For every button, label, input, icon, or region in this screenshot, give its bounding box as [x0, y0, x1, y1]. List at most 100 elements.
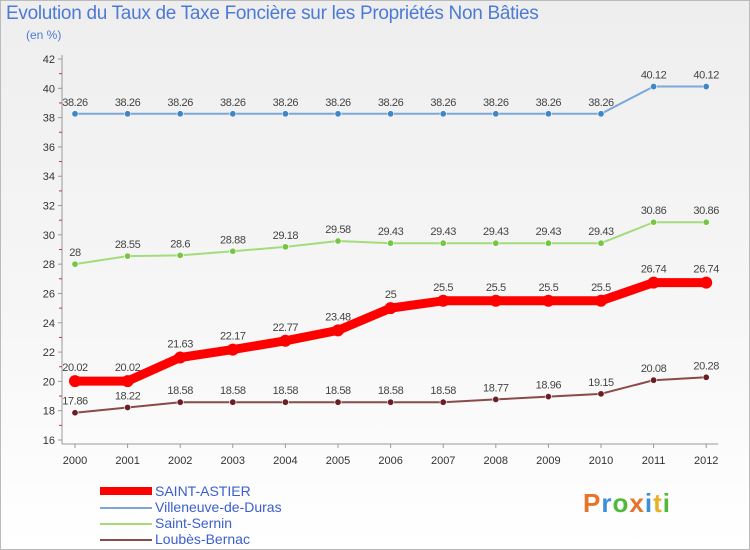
y-tick-label: 28 — [43, 259, 55, 271]
data-point-villeneuve-de-duras — [439, 110, 447, 118]
y-tick-label: 40 — [43, 83, 55, 95]
data-point-villeneuve-de-duras — [597, 110, 605, 118]
data-point-loub-s-bernac — [544, 393, 552, 401]
data-point-loub-s-bernac — [597, 390, 605, 398]
data-point-loub-s-bernac — [229, 398, 237, 406]
data-label-villeneuve-de-duras: 38.26 — [220, 97, 246, 109]
data-label-loub-s-bernac: 20.08 — [641, 363, 667, 375]
data-label-saint-sernin: 28.55 — [115, 239, 141, 251]
legend-label-saint-sernin: Saint-Sernin — [155, 515, 233, 531]
legend-label-saint-astier: SAINT-ASTIER — [155, 483, 251, 499]
data-point-loub-s-bernac — [281, 398, 289, 406]
data-point-loub-s-bernac — [124, 403, 132, 411]
x-tick-label: 2003 — [221, 455, 245, 467]
data-label-saint-astier: 21.63 — [167, 338, 193, 350]
data-point-saint-sernin — [702, 218, 710, 226]
data-point-saint-sernin — [650, 218, 658, 226]
data-label-saint-astier: 23.48 — [325, 311, 351, 323]
data-point-villeneuve-de-duras — [229, 110, 237, 118]
y-tick-label: 34 — [43, 171, 55, 183]
data-label-saint-astier: 22.17 — [220, 331, 246, 343]
data-point-loub-s-bernac — [702, 373, 710, 381]
x-tick-label: 2009 — [536, 455, 560, 467]
data-point-saint-sernin — [597, 239, 605, 247]
data-label-saint-sernin: 30.86 — [641, 205, 667, 217]
data-label-loub-s-bernac: 20.28 — [693, 360, 719, 372]
data-point-saint-sernin — [492, 239, 500, 247]
data-label-loub-s-bernac: 18.58 — [273, 385, 299, 397]
legend-swatch-saint-astier — [100, 487, 152, 495]
data-point-villeneuve-de-duras — [544, 110, 552, 118]
x-tick-label: 2000 — [63, 455, 87, 467]
data-label-saint-astier: 25.5 — [591, 282, 611, 294]
data-label-saint-astier: 20.02 — [62, 362, 88, 374]
x-tick-label: 2008 — [484, 455, 508, 467]
data-label-villeneuve-de-duras: 38.26 — [588, 97, 614, 109]
data-point-saint-astier — [174, 351, 187, 364]
data-point-saint-sernin — [124, 252, 132, 260]
y-tick-label: 26 — [43, 288, 55, 300]
data-point-saint-sernin — [176, 251, 184, 259]
logo-letter: r — [601, 488, 613, 518]
data-label-saint-sernin: 29.43 — [483, 226, 509, 238]
data-point-loub-s-bernac — [439, 398, 447, 406]
data-label-villeneuve-de-duras: 38.26 — [378, 97, 404, 109]
proxiti-logo: Proxiti — [583, 488, 671, 519]
y-tick-label: 32 — [43, 201, 55, 213]
data-label-saint-astier: 20.02 — [115, 362, 141, 374]
data-point-saint-astier — [384, 302, 397, 315]
chart-title: Evolution du Taux de Taxe Foncière sur l… — [6, 3, 539, 24]
x-tick-label: 2010 — [589, 455, 613, 467]
data-point-loub-s-bernac — [334, 398, 342, 406]
y-tick-label: 22 — [43, 347, 55, 359]
data-point-loub-s-bernac — [650, 376, 658, 384]
data-label-saint-sernin: 30.86 — [693, 205, 719, 217]
data-label-villeneuve-de-duras: 38.26 — [62, 97, 88, 109]
data-label-villeneuve-de-duras: 38.26 — [325, 97, 351, 109]
data-label-saint-sernin: 29.43 — [378, 226, 404, 238]
data-label-villeneuve-de-duras: 38.26 — [167, 97, 193, 109]
data-point-saint-sernin — [439, 239, 447, 247]
data-point-villeneuve-de-duras — [71, 110, 79, 118]
data-point-saint-astier — [121, 375, 134, 388]
data-point-villeneuve-de-duras — [702, 83, 710, 91]
data-point-villeneuve-de-duras — [387, 110, 395, 118]
data-label-loub-s-bernac: 18.22 — [115, 390, 141, 402]
data-point-saint-astier — [226, 343, 239, 356]
data-label-saint-astier: 25.5 — [486, 282, 506, 294]
logo-letter: i — [644, 488, 654, 518]
data-point-saint-sernin — [387, 239, 395, 247]
data-label-villeneuve-de-duras: 38.26 — [430, 97, 456, 109]
data-label-villeneuve-de-duras: 40.12 — [693, 70, 719, 82]
y-tick-label: 36 — [43, 142, 55, 154]
data-point-saint-sernin — [334, 237, 342, 245]
x-tick-label: 2006 — [378, 455, 402, 467]
data-label-loub-s-bernac: 18.58 — [167, 385, 193, 397]
data-point-villeneuve-de-duras — [650, 83, 658, 91]
legend-label-loubes-bernac: Loubès-Bernac — [155, 531, 250, 547]
data-label-saint-sernin: 29.58 — [325, 224, 351, 236]
data-label-loub-s-bernac: 18.58 — [325, 385, 351, 397]
data-label-saint-sernin: 29.43 — [536, 226, 562, 238]
data-point-saint-astier — [542, 294, 555, 307]
data-label-loub-s-bernac: 19.15 — [588, 377, 614, 389]
logo-letter: P — [583, 488, 602, 518]
data-point-loub-s-bernac — [387, 398, 395, 406]
x-tick-label: 2001 — [115, 455, 139, 467]
data-label-loub-s-bernac: 18.58 — [220, 385, 246, 397]
data-point-villeneuve-de-duras — [281, 110, 289, 118]
data-label-saint-sernin: 29.43 — [430, 226, 456, 238]
data-label-saint-astier: 25.5 — [538, 282, 558, 294]
data-label-villeneuve-de-duras: 38.26 — [483, 97, 509, 109]
data-label-loub-s-bernac: 18.96 — [536, 380, 562, 392]
legend-swatch-villeneuve-de-duras — [100, 507, 152, 509]
data-point-saint-sernin — [281, 243, 289, 251]
y-tick-label: 30 — [43, 230, 55, 242]
data-label-villeneuve-de-duras: 40.12 — [641, 70, 667, 82]
legend-label-villeneuve-de-duras: Villeneuve-de-Duras — [155, 499, 282, 515]
data-point-saint-astier — [437, 294, 450, 307]
legend-swatch-loubes-bernac — [100, 539, 152, 541]
data-label-saint-astier: 22.77 — [273, 322, 299, 334]
data-point-saint-astier — [489, 294, 502, 307]
